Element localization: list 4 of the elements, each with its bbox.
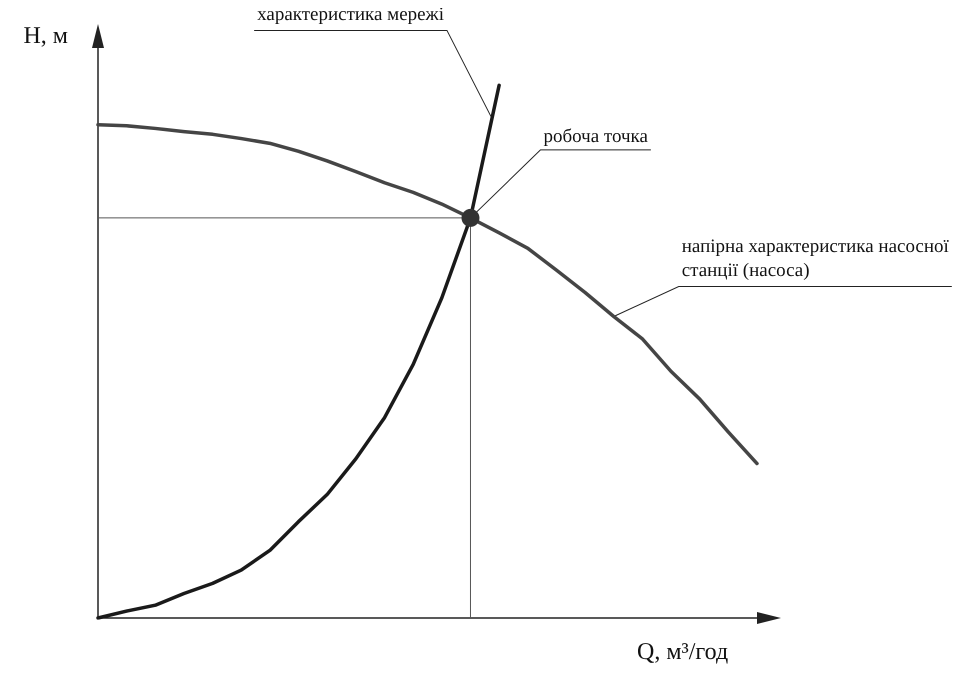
text: напірна характеристика насосної станції (насоса) [682, 236, 950, 281]
annotation: робоча точка [543, 126, 648, 147]
y-axis-title: H, м [23, 23, 68, 49]
x-axis-title: Q, м³/год [637, 639, 728, 665]
